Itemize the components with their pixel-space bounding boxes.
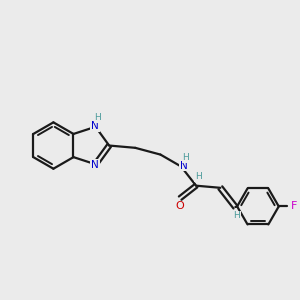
Text: N: N: [91, 160, 99, 170]
Text: H: H: [182, 153, 189, 162]
Text: N: N: [180, 160, 187, 171]
Text: F: F: [291, 201, 297, 212]
Text: H: H: [94, 113, 101, 122]
Text: N: N: [91, 121, 99, 131]
Text: O: O: [175, 202, 184, 212]
Text: H: H: [233, 212, 240, 220]
Text: H: H: [195, 172, 202, 181]
